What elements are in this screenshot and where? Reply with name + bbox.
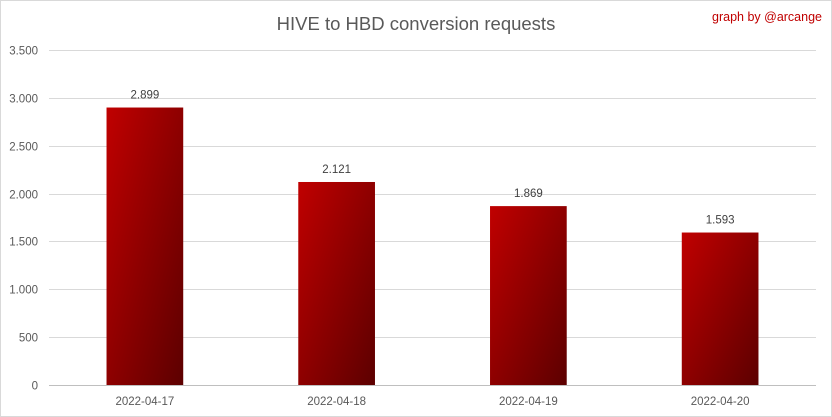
bars	[106, 107, 759, 385]
data-labels: 2.899 2.121 1.869 1.593	[130, 90, 734, 227]
bar	[106, 107, 184, 385]
y-tick-label: 1.500	[9, 237, 38, 249]
y-tick-label: 3.000	[9, 94, 38, 106]
x-tick-label: 2022-04-19	[499, 396, 558, 408]
y-tick-label: 1.000	[9, 285, 38, 297]
x-axis-ticks: 2022-04-17 2022-04-18 2022-04-19 2022-04-20	[115, 396, 749, 408]
y-tick-label: 0	[32, 381, 38, 393]
y-tick-label: 2.000	[9, 190, 38, 202]
x-tick-label: 2022-04-17	[115, 396, 174, 408]
data-label: 1.593	[706, 215, 735, 227]
bar	[298, 181, 375, 385]
data-label: 1.869	[514, 188, 543, 200]
chart-title: HIVE to HBD conversion requests	[277, 13, 556, 34]
bar	[681, 232, 759, 385]
y-tick-label: 500	[19, 333, 38, 345]
y-tick-label: 3.500	[9, 46, 38, 58]
chart-credit: graph by @arcange	[712, 10, 822, 24]
data-label: 2.899	[130, 90, 159, 102]
x-tick-label: 2022-04-20	[691, 396, 750, 408]
data-label: 2.121	[322, 164, 351, 176]
x-tick-label: 2022-04-18	[307, 396, 366, 408]
bar	[490, 206, 567, 385]
y-tick-label: 2.500	[9, 142, 38, 154]
y-axis-ticks: 0 500 1.000 1.500 2.000 2.500 3.000 3.500	[9, 46, 38, 393]
